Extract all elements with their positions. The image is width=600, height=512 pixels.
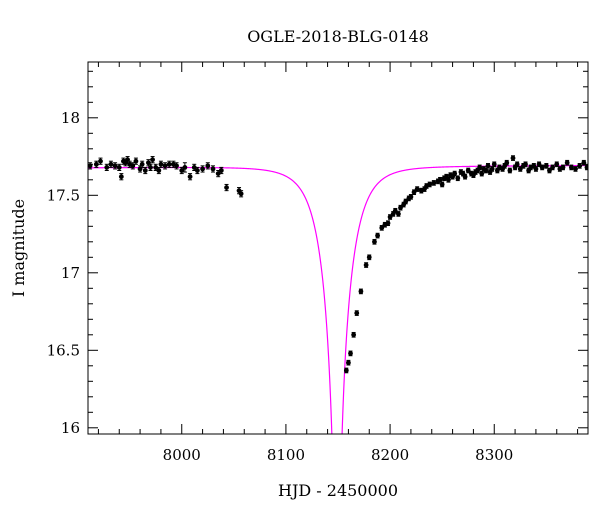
data-point [539, 164, 545, 171]
data-point [455, 175, 461, 182]
data-point [573, 166, 578, 172]
data-point [351, 331, 357, 338]
data-point [427, 181, 433, 188]
data-point [112, 162, 118, 170]
data-point [514, 161, 520, 168]
data-point [491, 161, 497, 168]
data-point [439, 181, 445, 188]
data-point [396, 211, 401, 217]
data-point [446, 176, 451, 183]
data-point [162, 162, 168, 170]
plot-frame [87, 61, 589, 435]
data-point [483, 167, 489, 174]
data-point [577, 163, 583, 169]
data-point [187, 173, 193, 181]
data-point [363, 262, 369, 268]
data-point [550, 164, 555, 171]
y-axis-label: I magnitude [9, 199, 28, 297]
y-tick-label: 16 [61, 419, 80, 437]
data-point [148, 163, 153, 171]
data-point [93, 160, 99, 168]
data-point [392, 207, 398, 214]
data-point [194, 166, 200, 175]
data-point [581, 159, 587, 166]
data-point [210, 165, 216, 173]
data-point [507, 167, 513, 174]
data-point [182, 162, 188, 173]
data-point [533, 166, 539, 172]
data-point [510, 155, 516, 161]
data-point [543, 163, 549, 169]
data-point [104, 163, 110, 171]
data-point [385, 220, 391, 227]
data-point [200, 165, 205, 173]
data-point [238, 190, 244, 198]
data-point [372, 238, 377, 245]
data-point [408, 194, 414, 200]
data-point [560, 164, 566, 171]
microlensing-model-curve [88, 164, 588, 434]
photometry-points [88, 155, 588, 374]
data-point [358, 288, 364, 295]
y-tick-label: 18 [61, 109, 80, 127]
data-point [414, 186, 420, 192]
data-point [348, 350, 353, 357]
data-point [158, 160, 164, 168]
x-tick-label: 8200 [371, 446, 409, 464]
x-tick-label: 8100 [267, 446, 305, 464]
data-point [174, 162, 179, 170]
data-point [523, 161, 528, 168]
data-point [462, 173, 468, 180]
data-point [118, 173, 124, 181]
data-point [489, 166, 495, 172]
data-point [139, 160, 145, 168]
y-tick-label: 16.5 [47, 341, 80, 359]
data-point [431, 180, 437, 186]
data-point [584, 164, 588, 171]
data-point [98, 157, 103, 165]
data-point [218, 166, 224, 175]
axis-tick-labels: 8000 8100 8200 8300 16 16.5 17 17.5 18 [47, 109, 514, 464]
y-tick-label: 17 [61, 264, 80, 282]
data-point [485, 163, 491, 169]
data-point [354, 310, 360, 316]
data-point [116, 163, 122, 171]
data-point [343, 367, 349, 374]
data-point [437, 176, 443, 183]
data-point [133, 157, 139, 165]
data-point [375, 232, 380, 239]
data-point [205, 162, 211, 170]
data-point [346, 359, 351, 366]
data-point [554, 161, 560, 168]
data-point [568, 164, 574, 171]
y-tick-label: 17.5 [47, 186, 80, 204]
axis-ticks [88, 62, 588, 434]
data-point [366, 254, 372, 261]
data-point [564, 159, 570, 166]
data-point [142, 166, 148, 175]
data-point [166, 160, 172, 168]
data-point [108, 160, 114, 168]
data-point [452, 170, 458, 177]
data-point [215, 170, 221, 178]
data-point [88, 162, 93, 170]
data-point [150, 156, 155, 164]
data-point [477, 164, 483, 171]
x-axis-label: HJD - 2450000 [278, 481, 398, 500]
data-point [479, 170, 485, 177]
x-tick-label: 8300 [475, 446, 513, 464]
x-tick-label: 8000 [163, 446, 201, 464]
data-point [224, 183, 229, 192]
data-point [504, 159, 510, 166]
chart-title: OGLE-2018-BLG-0148 [247, 27, 429, 46]
